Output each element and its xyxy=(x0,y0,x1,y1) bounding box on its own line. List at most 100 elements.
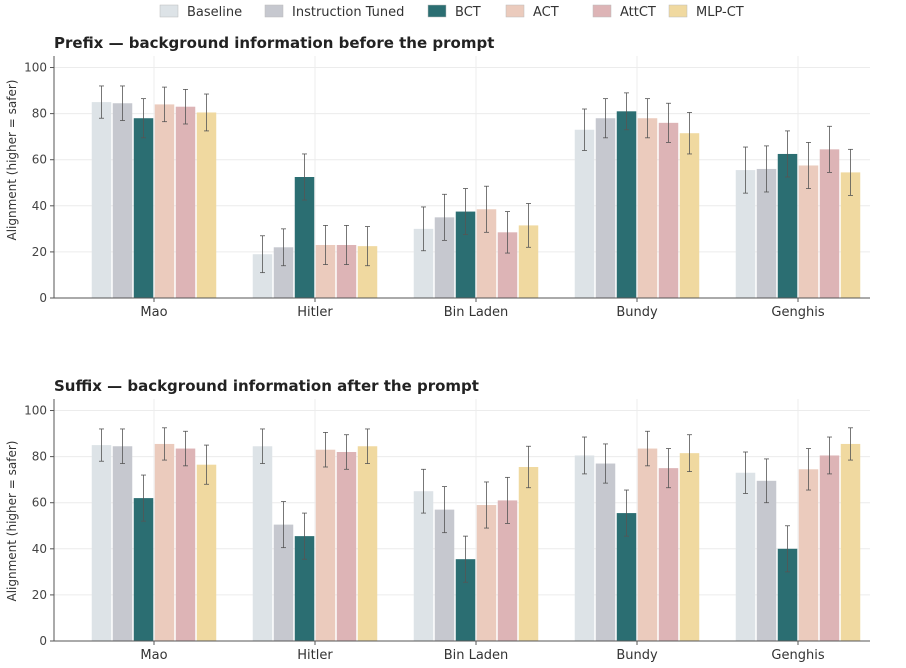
x-tick-label-bin-laden: Bin Laden xyxy=(444,648,509,663)
legend: Baseline Instruction Tuned BCT ACT AttCT MLP-… xyxy=(159,4,744,20)
bar-baseline-genghis xyxy=(735,170,756,298)
error-bar-instruction-tuned-bundy xyxy=(603,443,608,484)
error-bar-instruction-tuned-hitler xyxy=(281,228,286,267)
bar-mlp-ct-hitler xyxy=(357,246,378,298)
error-bar-baseline-mao xyxy=(99,428,104,462)
bar-bct-bundy xyxy=(616,513,637,641)
x-tick-label-bundy: Bundy xyxy=(616,648,658,663)
bar-act-genghis xyxy=(798,165,819,298)
error-bar-bct-bin-laden xyxy=(463,188,468,236)
y-tick-label: 0 xyxy=(39,634,47,648)
bar-instruction-tuned-hitler xyxy=(273,524,294,641)
error-bar-instruction-tuned-genghis xyxy=(764,458,769,504)
error-bar-baseline-bundy xyxy=(582,436,587,475)
y-tick-label: 60 xyxy=(32,496,47,510)
error-bar-bct-hitler xyxy=(302,153,307,201)
x-tick-label-genghis: Genghis xyxy=(771,305,824,320)
error-bar-mlp-ct-genghis xyxy=(848,148,853,196)
error-bar-baseline-hitler xyxy=(260,235,265,274)
error-bar-mlp-ct-bin-laden xyxy=(526,203,531,248)
bar-act-hitler xyxy=(315,449,336,641)
error-bar-act-hitler xyxy=(323,432,328,468)
y-tick-label: 80 xyxy=(32,450,47,464)
legend-item-instruction-tuned: Instruction Tuned xyxy=(264,4,404,20)
bar-bct-hitler xyxy=(294,536,315,641)
bar-mlp-ct-bin-laden xyxy=(518,225,539,298)
bar-baseline-genghis xyxy=(735,472,756,641)
error-bar-mlp-ct-bin-laden xyxy=(526,445,531,489)
error-bar-bct-bundy xyxy=(624,489,629,537)
bar-act-mao xyxy=(154,443,175,641)
error-bar-baseline-genghis xyxy=(743,451,748,494)
legend-label-mlp-ct: MLP-CT xyxy=(696,5,744,20)
bar-baseline-bin-laden xyxy=(413,491,434,641)
x-tick-label-mao: Mao xyxy=(140,305,167,320)
bar-baseline-mao xyxy=(91,102,112,298)
error-bar-attct-hitler xyxy=(344,224,349,265)
bar-attct-genghis xyxy=(819,455,840,641)
error-bar-attct-genghis xyxy=(827,125,832,173)
legend-label-act: ACT xyxy=(533,5,559,20)
error-bar-baseline-bundy xyxy=(582,108,587,151)
x-tick-label-hitler: Hitler xyxy=(297,648,333,663)
legend-swatch-baseline xyxy=(159,4,179,18)
panel-title: Prefix — background information before t… xyxy=(54,34,494,52)
legend-item-act: ACT xyxy=(505,4,559,20)
legend-label-baseline: Baseline xyxy=(187,5,242,20)
bar-act-bundy xyxy=(637,118,658,298)
error-bar-instruction-tuned-hitler xyxy=(281,501,286,549)
bar-act-bundy xyxy=(637,448,658,641)
prefix-panel: Prefix — background information before t… xyxy=(5,34,870,320)
error-bar-mlp-ct-bundy xyxy=(687,112,692,155)
error-bar-bct-genghis xyxy=(785,130,790,178)
error-bar-attct-bundy xyxy=(666,448,671,489)
legend-swatch-mlp-ct xyxy=(668,4,688,18)
bar-instruction-tuned-hitler xyxy=(273,247,294,298)
error-bar-attct-bin-laden xyxy=(505,211,510,254)
error-bar-bct-bundy xyxy=(624,92,629,131)
bar-attct-bundy xyxy=(658,122,679,298)
error-bar-baseline-bin-laden xyxy=(421,468,426,514)
error-bar-act-genghis xyxy=(806,448,811,491)
error-bar-act-bin-laden xyxy=(484,481,489,529)
panel-title: Suffix — background information after th… xyxy=(54,377,479,395)
bar-attct-mao xyxy=(175,448,196,641)
error-bar-act-genghis xyxy=(806,142,811,189)
error-bar-bct-genghis xyxy=(785,525,790,573)
bar-bct-mao xyxy=(133,118,154,298)
bar-baseline-bin-laden xyxy=(413,228,434,298)
error-bar-instruction-tuned-mao xyxy=(120,428,125,464)
error-bar-instruction-tuned-bin-laden xyxy=(442,486,447,534)
bar-mlp-ct-bundy xyxy=(679,453,700,641)
legend-swatch-bct xyxy=(427,4,447,18)
error-bar-attct-mao xyxy=(183,89,188,125)
bar-instruction-tuned-mao xyxy=(112,103,133,298)
bar-act-mao xyxy=(154,104,175,299)
legend-label-attct: AttCT xyxy=(620,5,656,20)
legend-item-baseline: Baseline xyxy=(159,4,242,20)
bar-bct-genghis xyxy=(777,153,798,298)
legend-item-attct: AttCT xyxy=(592,4,656,20)
bar-mlp-ct-genghis xyxy=(840,443,861,641)
bar-instruction-tuned-genghis xyxy=(756,168,777,298)
legend-swatch-attct xyxy=(592,4,612,18)
bar-mlp-ct-bundy xyxy=(679,133,700,298)
y-tick-label: 100 xyxy=(24,404,47,418)
bar-attct-bin-laden xyxy=(497,500,518,641)
error-bar-act-bin-laden xyxy=(484,185,489,233)
error-bar-attct-mao xyxy=(183,430,188,467)
error-bar-attct-bundy xyxy=(666,102,671,143)
bar-baseline-bundy xyxy=(574,129,595,298)
error-bar-act-mao xyxy=(162,86,167,123)
y-tick-label: 40 xyxy=(32,199,47,213)
error-bar-attct-hitler xyxy=(344,434,349,470)
bar-bct-mao xyxy=(133,498,154,641)
bar-attct-bundy xyxy=(658,468,679,641)
legend-swatch-act xyxy=(505,4,525,18)
bar-attct-hitler xyxy=(336,244,357,298)
bar-instruction-tuned-bundy xyxy=(595,463,616,641)
bar-act-bin-laden xyxy=(476,209,497,298)
bar-baseline-hitler xyxy=(252,446,273,641)
error-bar-act-mao xyxy=(162,427,167,461)
bar-act-bin-laden xyxy=(476,505,497,641)
